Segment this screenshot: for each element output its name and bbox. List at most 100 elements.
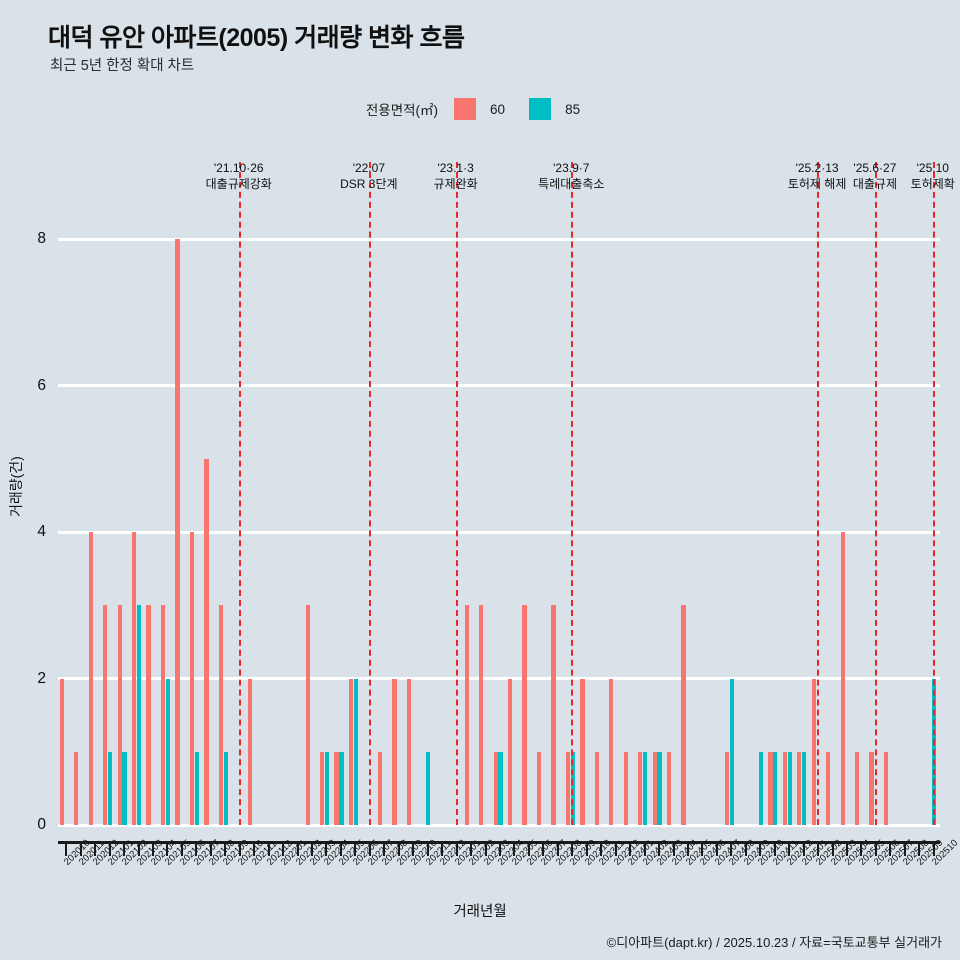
bar-85[interactable] <box>758 751 763 825</box>
bar-85[interactable] <box>498 751 503 825</box>
bar-60[interactable] <box>811 678 816 825</box>
x-tick <box>614 844 617 856</box>
x-tick <box>383 844 386 856</box>
y-tick-label: 0 <box>37 816 46 833</box>
x-tick <box>903 844 906 856</box>
annotation-line <box>455 162 458 825</box>
gridline <box>58 677 940 681</box>
x-tick <box>542 844 545 856</box>
bar-85[interactable] <box>194 751 200 825</box>
bar-60[interactable] <box>594 751 599 825</box>
bar-60[interactable] <box>103 605 108 825</box>
bar-60[interactable] <box>580 678 585 825</box>
bar-85[interactable] <box>339 751 344 825</box>
chart-title: 대덕 유안 아파트(2005) 거래량 변화 흐름 <box>48 24 465 52</box>
bar-60[interactable] <box>797 751 802 825</box>
x-tick <box>513 844 516 856</box>
annotation-line <box>571 162 574 825</box>
annotation-date: '21.10·26 <box>213 161 264 175</box>
x-tick <box>79 844 82 856</box>
bar-60[interactable] <box>132 532 137 825</box>
bar-60[interactable] <box>652 751 657 825</box>
annotation-label: '21.10·26 대출규제강화 <box>206 160 272 192</box>
legend: 전용면적(㎡) 60 85 <box>0 98 960 120</box>
bar-85[interactable] <box>353 678 359 825</box>
bar-85[interactable] <box>729 678 735 825</box>
bar-60[interactable] <box>609 678 614 825</box>
bar-85[interactable] <box>802 751 807 825</box>
bar-60[interactable] <box>319 751 325 825</box>
x-axis-line <box>58 841 940 844</box>
bar-60[interactable] <box>175 239 180 825</box>
bar-60[interactable] <box>74 751 79 825</box>
bar-85[interactable] <box>122 751 127 825</box>
bar-60[interactable] <box>681 605 686 825</box>
x-tick <box>701 844 704 856</box>
bar-60[interactable] <box>623 751 628 825</box>
bar-85[interactable] <box>426 751 431 825</box>
x-tick <box>556 844 559 856</box>
x-tick <box>224 844 227 856</box>
x-tick <box>846 844 849 856</box>
bar-85[interactable] <box>136 605 142 825</box>
x-tick <box>368 844 371 856</box>
bar-60[interactable] <box>724 751 730 825</box>
bar-60[interactable] <box>334 751 339 825</box>
x-tick <box>195 844 198 856</box>
bar-85[interactable] <box>773 751 778 825</box>
bar-60[interactable] <box>667 751 672 825</box>
legend-swatch-85[interactable] <box>529 98 552 120</box>
bar-60[interactable] <box>551 605 556 825</box>
bar-60[interactable] <box>840 532 845 825</box>
x-tick <box>600 844 603 856</box>
x-tick <box>527 844 530 856</box>
bar-60[interactable] <box>479 605 484 825</box>
bar-60[interactable] <box>204 458 209 825</box>
bar-60[interactable] <box>406 678 412 825</box>
bar-60[interactable] <box>493 751 498 825</box>
x-tick <box>354 844 357 856</box>
bar-60[interactable] <box>782 751 787 825</box>
bar-60[interactable] <box>348 678 354 825</box>
bar-60[interactable] <box>522 605 527 825</box>
bar-85[interactable] <box>108 751 113 825</box>
bar-85[interactable] <box>787 751 792 825</box>
bar-60[interactable] <box>854 751 860 825</box>
bar-60[interactable] <box>247 678 252 825</box>
x-tick <box>571 844 574 856</box>
x-tick <box>889 844 892 856</box>
bar-60[interactable] <box>392 678 397 825</box>
bar-60[interactable] <box>768 751 773 825</box>
bar-85[interactable] <box>223 751 228 825</box>
bar-85[interactable] <box>657 751 662 825</box>
bar-60[interactable] <box>464 605 469 825</box>
x-tick <box>397 844 400 856</box>
bar-60[interactable] <box>146 605 151 825</box>
legend-swatch-60[interactable] <box>454 98 477 120</box>
bar-60[interactable] <box>565 751 571 825</box>
bar-60[interactable] <box>536 751 542 825</box>
x-tick <box>108 844 111 856</box>
bar-60[interactable] <box>59 678 65 825</box>
annotation-line <box>874 162 877 825</box>
annotation-line <box>932 162 935 825</box>
x-tick <box>672 844 675 856</box>
bar-85[interactable] <box>324 751 330 825</box>
legend-title: 전용면적(㎡) <box>365 103 439 118</box>
x-tick <box>918 844 921 856</box>
bar-60[interactable] <box>305 605 310 825</box>
x-tick <box>94 844 97 856</box>
bar-60[interactable] <box>88 532 93 825</box>
bar-60[interactable] <box>883 751 889 825</box>
bar-60[interactable] <box>377 751 383 825</box>
bar-60[interactable] <box>117 605 122 825</box>
bar-60[interactable] <box>218 605 224 825</box>
bar-60[interactable] <box>160 605 166 825</box>
bar-85[interactable] <box>165 678 171 825</box>
bar-60[interactable] <box>189 532 195 825</box>
bar-60[interactable] <box>869 751 874 825</box>
bar-85[interactable] <box>642 751 648 825</box>
bar-60[interactable] <box>826 751 831 825</box>
bar-60[interactable] <box>638 751 643 825</box>
bar-60[interactable] <box>507 678 513 825</box>
